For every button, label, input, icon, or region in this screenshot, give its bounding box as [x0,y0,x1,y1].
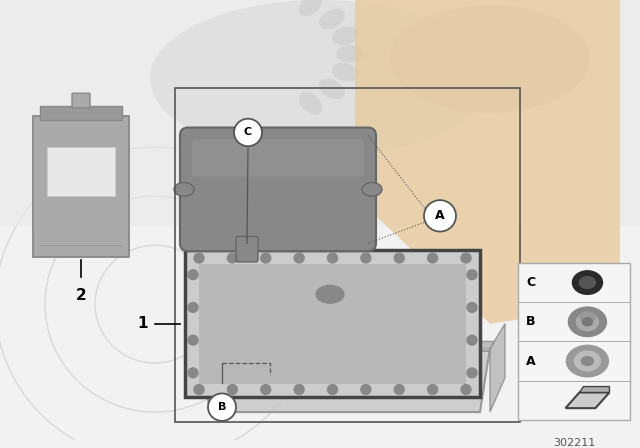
Ellipse shape [174,182,194,196]
Circle shape [428,384,438,394]
Circle shape [294,384,304,394]
Circle shape [467,335,477,345]
Text: 1: 1 [138,316,148,331]
Text: C: C [526,276,535,289]
Ellipse shape [332,63,359,82]
Ellipse shape [299,91,323,115]
Polygon shape [355,0,620,324]
Circle shape [467,368,477,378]
Ellipse shape [579,312,595,322]
Circle shape [461,384,471,394]
Polygon shape [566,392,609,408]
Circle shape [294,253,304,263]
FancyBboxPatch shape [72,93,90,108]
Circle shape [328,384,337,394]
Circle shape [188,368,198,378]
Bar [199,264,466,383]
Bar [40,106,122,120]
Circle shape [194,384,204,394]
Circle shape [428,253,438,263]
Bar [518,263,630,420]
Text: 2: 2 [76,289,86,303]
FancyBboxPatch shape [236,237,258,262]
Polygon shape [200,348,490,412]
Circle shape [260,253,271,263]
Ellipse shape [390,5,590,113]
Ellipse shape [566,345,609,377]
Ellipse shape [575,351,600,371]
Circle shape [328,253,337,263]
Ellipse shape [316,285,344,303]
Ellipse shape [568,307,607,336]
Circle shape [227,384,237,394]
FancyBboxPatch shape [180,128,376,251]
Ellipse shape [582,318,593,326]
Ellipse shape [362,182,382,196]
Circle shape [467,270,477,280]
Bar [175,88,520,422]
Circle shape [227,253,237,263]
FancyBboxPatch shape [192,139,364,177]
Circle shape [424,200,456,232]
Ellipse shape [332,26,359,45]
Ellipse shape [319,9,345,30]
Circle shape [188,335,198,345]
Ellipse shape [572,271,602,294]
Circle shape [194,253,204,263]
Ellipse shape [577,313,598,331]
Circle shape [394,384,404,394]
Circle shape [260,384,271,394]
Text: A: A [435,209,445,222]
Text: 302211: 302211 [553,438,595,448]
Bar [47,147,115,196]
Bar [0,0,640,226]
Circle shape [461,253,471,263]
Polygon shape [490,324,505,412]
Circle shape [208,393,236,421]
Text: B: B [526,315,536,328]
Polygon shape [579,387,609,392]
Ellipse shape [150,0,490,157]
Ellipse shape [299,0,323,16]
Ellipse shape [582,357,593,366]
Circle shape [234,119,262,146]
FancyBboxPatch shape [33,116,129,257]
Circle shape [361,384,371,394]
Circle shape [188,302,198,312]
Polygon shape [195,341,495,351]
Ellipse shape [336,45,364,63]
Text: B: B [218,402,226,412]
Circle shape [394,253,404,263]
Text: A: A [526,354,536,367]
Circle shape [361,253,371,263]
Ellipse shape [579,277,595,289]
Ellipse shape [319,78,345,99]
Bar [185,250,480,397]
Circle shape [188,270,198,280]
Text: C: C [244,127,252,138]
Circle shape [467,302,477,312]
